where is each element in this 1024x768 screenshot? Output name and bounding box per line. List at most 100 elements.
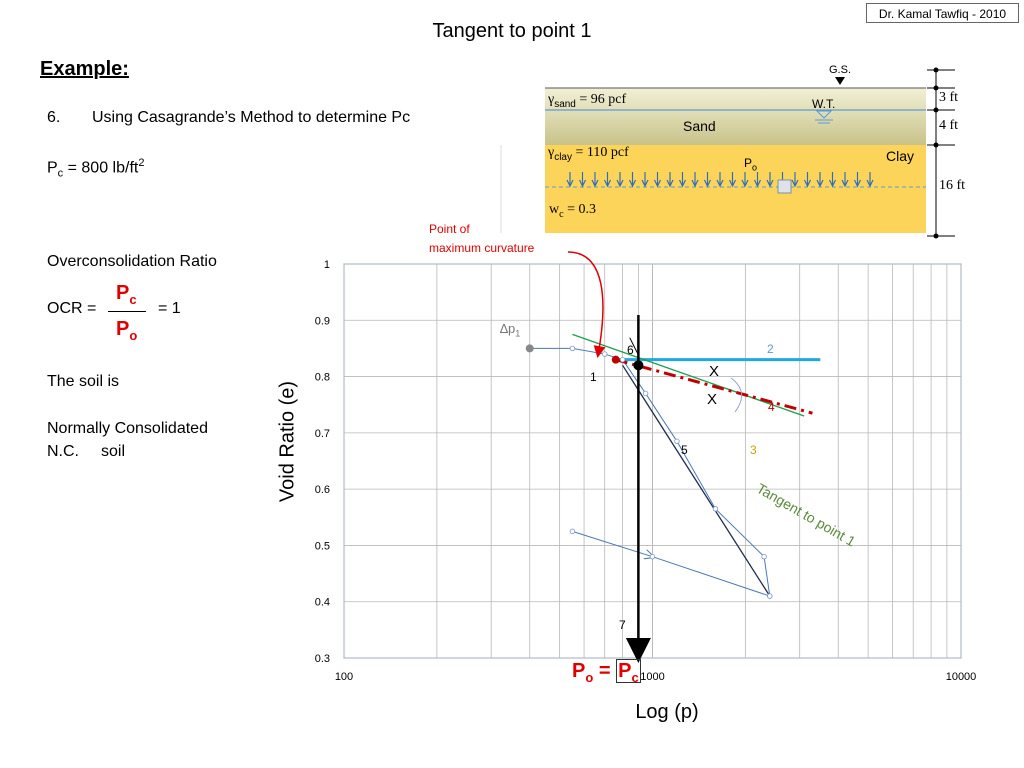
ocr-fraction-bar	[108, 311, 146, 312]
start-point	[525, 344, 534, 353]
x-axis-title: Log (p)	[635, 701, 699, 723]
pressure-arrow-head	[591, 179, 599, 188]
data-point	[761, 553, 767, 560]
y-tick-label: 0.5	[315, 540, 330, 552]
angle-x-upper: X	[709, 363, 720, 380]
pressure-arrows	[566, 172, 874, 188]
dim-label-bg	[938, 118, 968, 136]
data-point-unload	[767, 593, 773, 599]
wt-marker-icon	[815, 110, 833, 119]
soil-type: Normally Consolidated	[47, 420, 208, 437]
pressure-arrow-head	[603, 179, 612, 188]
ocr-num-symbol: P	[116, 282, 130, 304]
step-number: 6.	[47, 109, 61, 126]
line-2-label: 2	[767, 342, 774, 356]
point-6-leader	[629, 337, 639, 354]
gamma-clay: γclay = 110 pcf	[548, 145, 629, 163]
pc-symbol: P	[47, 159, 58, 177]
data-point	[674, 438, 680, 444]
sand-label: Sand	[683, 118, 716, 134]
sand-layer	[545, 88, 926, 145]
pressure-arrow-head	[753, 179, 762, 188]
x-tick-labels: 100 1000 10000	[335, 671, 976, 683]
y-tick-label: 0.9	[315, 315, 330, 327]
line-4-label: 4	[768, 400, 775, 414]
x-tick-label: 10000	[946, 671, 977, 683]
line-3-label: 3	[750, 443, 757, 457]
gamma-sand: γsand = 96 pcf	[548, 92, 626, 110]
dp1-symbol: ∆p	[500, 321, 516, 336]
ocr-denominator: Po	[116, 318, 137, 343]
dim-label-bg-2	[938, 176, 972, 194]
max-curvature-label-1: Point of	[429, 222, 470, 236]
dim-4ft: 4 ft	[939, 118, 959, 133]
soil-profile-diagram	[500, 67, 972, 239]
pressure-arrow-head	[741, 179, 749, 188]
max-curvature-label-2: maximum curvature	[429, 241, 535, 255]
wc-value: = 0.3	[563, 202, 596, 217]
point-1-marker	[611, 355, 620, 364]
pc-intersection-marker	[633, 360, 644, 371]
wc-symbol: w	[549, 202, 560, 217]
pressure-arrow-head	[703, 179, 712, 188]
pressure-arrow-head	[566, 179, 574, 188]
pc-boxed: Pc	[616, 659, 641, 685]
pressure-arrow-head	[653, 179, 662, 188]
pressure-arrow-head	[816, 179, 824, 188]
pressure-arrow-head	[803, 179, 812, 188]
po-symbol: P	[744, 156, 753, 170]
pressure-arrow-head	[853, 179, 862, 188]
data-point	[569, 345, 576, 352]
dp1-sub: 1	[515, 328, 521, 339]
clay-label: Clay	[886, 148, 915, 164]
pressure-arrow-head	[828, 179, 837, 188]
dp1-label: ∆p1	[500, 321, 520, 339]
tangent-line-3	[572, 333, 805, 417]
pressure-arrow-head	[841, 179, 849, 188]
pc-value: = 800 lb/ft	[63, 159, 139, 177]
gamma-sand-value: = 96 pcf	[575, 92, 627, 107]
po-eq-sub: o	[585, 670, 594, 685]
wc-sub: c	[559, 208, 564, 220]
soil-intro: The soil is	[47, 373, 120, 390]
pressure-arrow-head	[666, 179, 674, 188]
y-axis-title: Void Ratio (e)	[276, 380, 299, 503]
pressure-arrow-head	[616, 179, 624, 188]
dim-16ft: 16 ft	[939, 178, 966, 193]
y-tick-label: 0.8	[315, 372, 330, 384]
po-eq-symbol: P	[572, 660, 586, 682]
ocr-value: = 1	[158, 300, 181, 317]
po-equals-pc: Po = Pc	[572, 659, 641, 685]
data-point	[619, 356, 626, 363]
pc-eq-sub: c	[631, 670, 639, 685]
pressure-arrow-head	[791, 179, 799, 188]
y-tick-label: 0.3	[315, 653, 330, 665]
data-point	[712, 506, 719, 512]
step-text: Using Casagrande’s Method to determine P…	[92, 109, 411, 126]
ocr-den-symbol: P	[116, 318, 130, 340]
pressure-arrow-head	[766, 179, 774, 188]
point-7-label: 7	[619, 618, 626, 632]
x-tick-label: 100	[335, 671, 353, 683]
pressure-arrow-head	[628, 179, 637, 188]
ocr-den-sub: o	[129, 328, 138, 343]
virgin-line-5	[622, 364, 771, 597]
author-credit: Dr. Kamal Tawfiq - 2010	[866, 3, 1019, 23]
po-sub: o	[752, 162, 758, 173]
gs-label: G.S.	[829, 64, 852, 76]
data-point	[642, 390, 649, 397]
gamma-clay-sub: clay	[554, 151, 572, 163]
ocr-num-sub: c	[129, 292, 137, 307]
point-6-label: 6	[627, 343, 634, 357]
example-heading: Example:	[40, 58, 129, 80]
pressure-arrow-head	[728, 179, 737, 188]
y-tick-label: 0.6	[315, 484, 330, 496]
chart-marks	[525, 251, 742, 663]
pc-unit-power: 2	[138, 157, 145, 169]
po-eq-sign: =	[593, 660, 617, 682]
ocr-heading: Overconsolidation Ratio	[47, 253, 217, 270]
pc-eq-symbol: P	[618, 660, 632, 682]
gamma-clay-value: = 110 pcf	[571, 145, 629, 160]
soil-abbr: N.C.	[47, 443, 79, 460]
